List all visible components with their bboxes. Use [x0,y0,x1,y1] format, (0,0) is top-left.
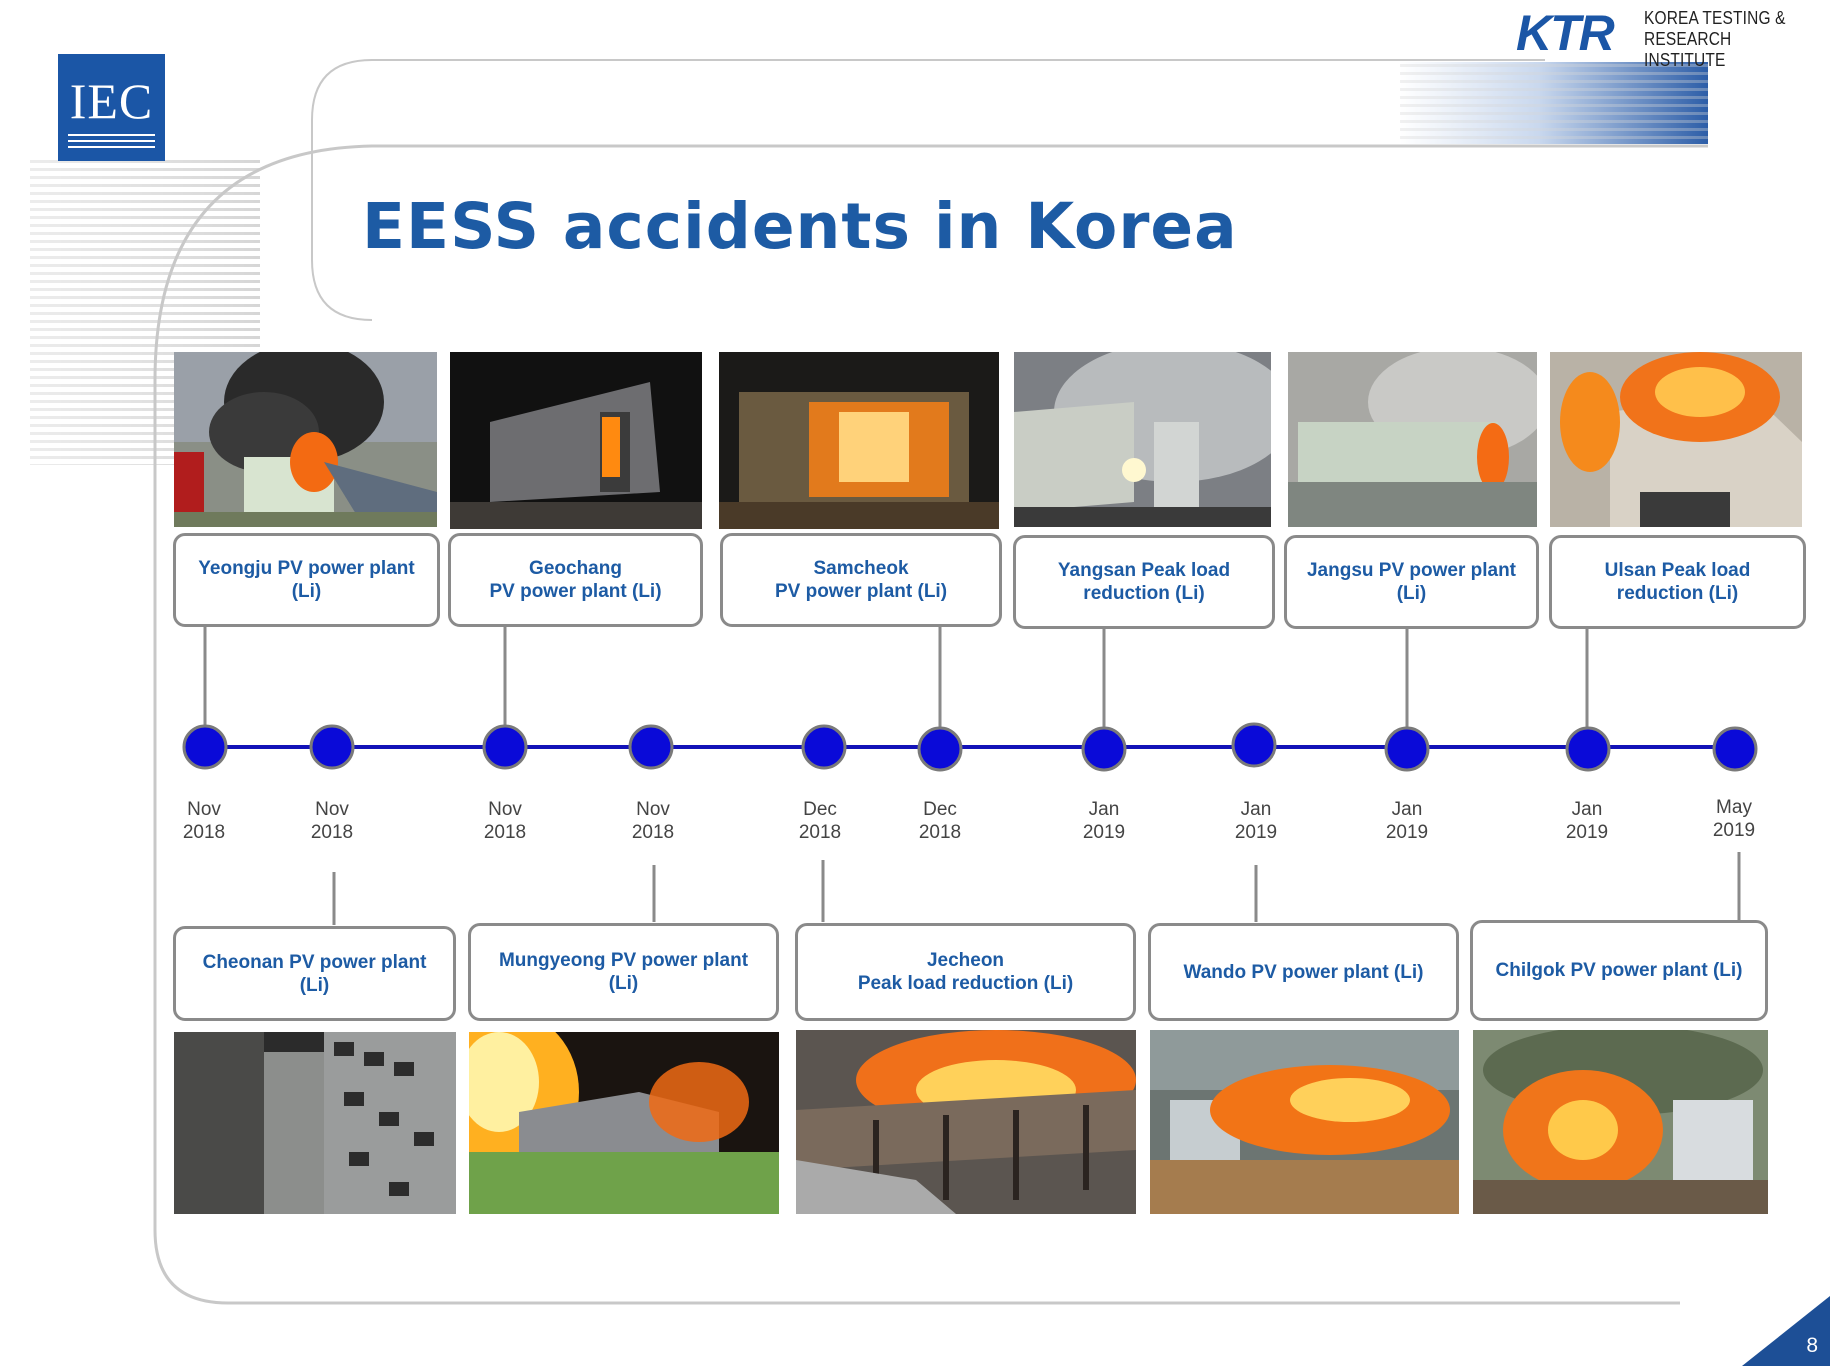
date-7: Jan 2019 [1082,799,1126,843]
page-title: EESS accidents in Korea [362,190,1238,263]
timeline-node [1231,722,1277,768]
timeline-node [1565,726,1611,772]
photo-cheonan [174,1032,456,1214]
label-cheonan-text: Cheonan PV power plant (Li) [202,951,427,996]
ktr-logo-name: KOREA TESTING & RESEARCH INSTITUTE [1644,8,1786,70]
timeline-node [801,724,847,770]
timeline-node [309,724,355,770]
photo-chilgok [1473,1030,1768,1214]
date-4: Nov 2018 [631,799,675,843]
label-yangsan-text: Yangsan Peak load reduction (Li) [1057,560,1231,604]
date-3: Nov 2018 [483,799,527,843]
label-jangsu: Jangsu PV power plant (Li) [1284,535,1539,629]
photo-wando [1150,1030,1459,1214]
photo-yeongju [174,352,437,527]
photo-jangsu [1288,352,1537,527]
label-yangsan: Yangsan Peak load reduction (Li) [1013,535,1275,629]
label-jangsu-text: Jangsu PV power plant (Li) [1306,560,1517,604]
photo-ulsan [1550,352,1802,527]
label-jecheon-text: Jecheon Peak load reduction (Li) [857,950,1074,994]
label-yeongju-text: Yeongju PV power plant (Li) [198,558,415,602]
label-ulsan-text: Ulsan Peak load reduction (Li) [1604,560,1751,604]
page-number: 8 [1806,1334,1818,1357]
label-mungyeong: Mungyeong PV power plant (Li) [468,923,779,1021]
timeline-node [917,726,963,772]
iec-logo: IEC [58,54,165,161]
iec-logo-text: IEC [69,73,154,129]
label-chilgok: Chilgok PV power plant (Li) [1470,920,1768,1021]
date-5: Dec 2018 [798,799,842,843]
photo-mungyeong [469,1032,779,1214]
photo-yangsan [1014,352,1271,527]
label-cheonan: Cheonan PV power plant (Li) [173,926,456,1021]
date-9: Jan 2019 [1385,799,1429,843]
date-2: Nov 2018 [310,799,354,843]
label-geochang-text: Geochang PV power plant (Li) [489,558,662,602]
timeline-node [1384,726,1430,772]
photo-samcheok [719,352,999,529]
photo-geochang [450,352,702,529]
date-6: Dec 2018 [918,799,962,843]
timeline-node [482,724,528,770]
label-samcheok-text: Samcheok PV power plant (Li) [774,558,948,602]
label-jecheon: Jecheon Peak load reduction (Li) [795,923,1136,1021]
date-10: Jan 2019 [1565,799,1609,843]
timeline-node [1712,726,1758,772]
ktr-logo: KTR KOREA TESTING & RESEARCH INSTITUTE [1516,4,1816,70]
date-11: May 2019 [1712,797,1756,841]
label-wando-text: Wando PV power plant (Li) [1183,961,1424,983]
label-mungyeong-text: Mungyeong PV power plant (Li) [498,950,749,994]
date-8: Jan 2019 [1234,799,1278,843]
timeline-node [1081,726,1127,772]
photo-jecheon [796,1030,1136,1214]
timeline-node [182,724,228,770]
label-ulsan: Ulsan Peak load reduction (Li) [1549,535,1806,629]
label-wando: Wando PV power plant (Li) [1148,923,1459,1021]
label-samcheok: Samcheok PV power plant (Li) [720,533,1002,627]
date-1: Nov 2018 [182,799,226,843]
timeline-node [628,724,674,770]
label-yeongju: Yeongju PV power plant (Li) [173,533,440,627]
ktr-logo-mark: KTR [1516,5,1615,61]
label-chilgok-text: Chilgok PV power plant (Li) [1495,960,1743,981]
label-geochang: Geochang PV power plant (Li) [448,533,703,627]
